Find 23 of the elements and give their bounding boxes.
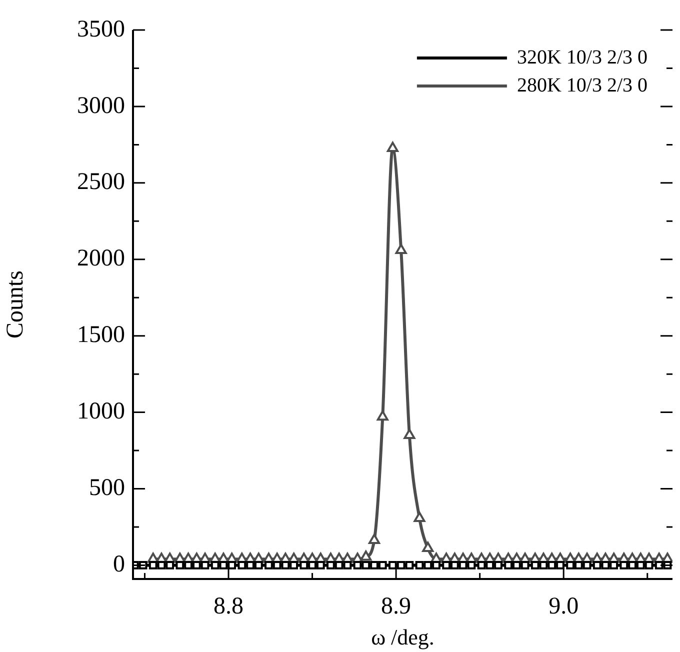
point bbox=[404, 428, 416, 439]
y-tick-label: 3000 bbox=[77, 92, 125, 119]
legend-label: 320K 10/3 2/3 0 bbox=[516, 46, 648, 68]
x-axis-title: ω /deg. bbox=[371, 624, 434, 650]
y-tick-label: 1000 bbox=[77, 398, 125, 425]
y-axis-title: Counts bbox=[2, 270, 29, 339]
point bbox=[360, 550, 372, 561]
legend-label: 280K 10/3 2/3 0 bbox=[516, 74, 648, 96]
y-tick-label: 0 bbox=[113, 552, 125, 578]
y-tick-label: 2000 bbox=[77, 246, 125, 272]
x-tick-label: 8.9 bbox=[381, 594, 412, 620]
point bbox=[414, 512, 426, 522]
x-tick-label: 9.0 bbox=[548, 594, 579, 620]
point bbox=[395, 244, 407, 254]
y-tick-label: 2500 bbox=[77, 169, 125, 196]
point bbox=[422, 542, 434, 552]
point bbox=[376, 410, 388, 421]
x-tick-label: 8.8 bbox=[214, 594, 244, 620]
y-tick-label: 500 bbox=[89, 475, 125, 502]
y-tick-label: 3500 bbox=[77, 16, 125, 42]
point bbox=[368, 534, 380, 544]
y-tick-label: 1500 bbox=[77, 322, 125, 348]
point bbox=[386, 142, 398, 152]
